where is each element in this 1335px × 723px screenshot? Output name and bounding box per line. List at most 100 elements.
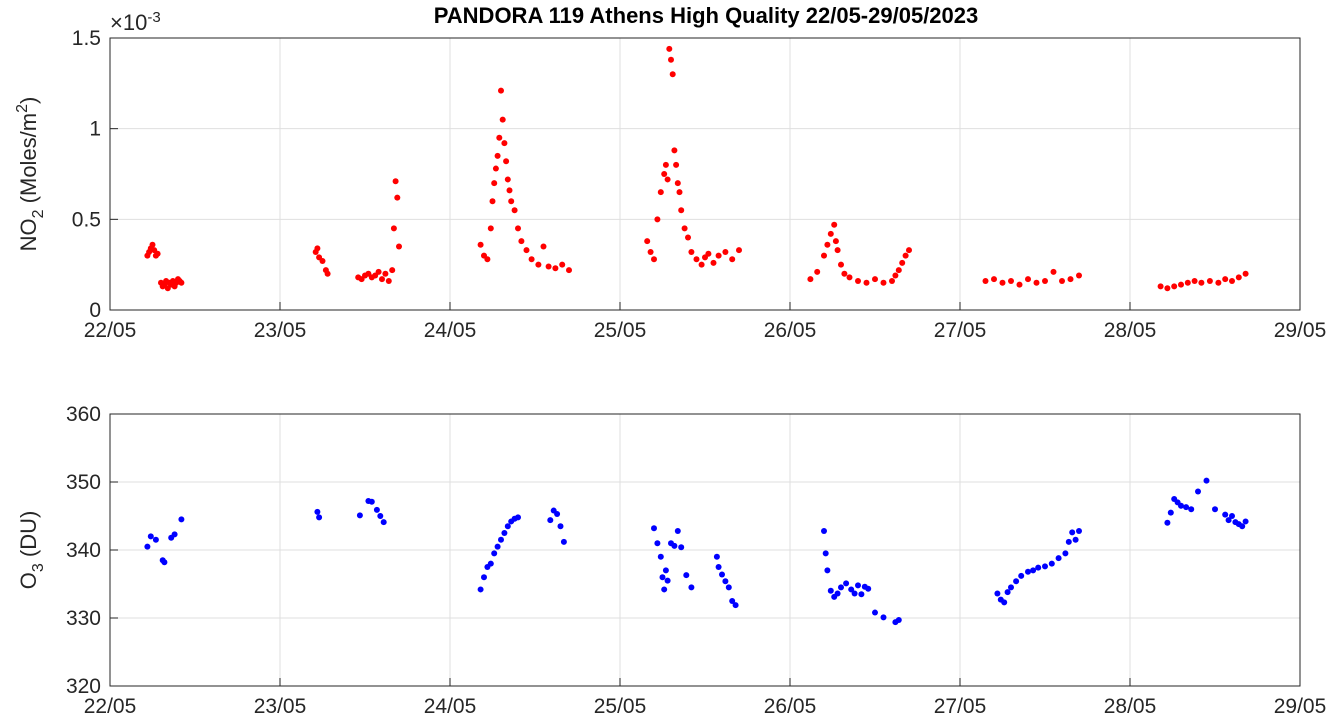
o3-data-point: [834, 590, 841, 597]
o3-data-point: [843, 580, 850, 587]
o3-xtick-label: 28/05: [1104, 695, 1157, 718]
no2-data-point: [1235, 274, 1242, 281]
o3-data-point: [657, 553, 664, 560]
no2-exponent: ×10-3: [110, 9, 161, 35]
o3-data-point: [1065, 538, 1072, 545]
o3-data-point: [654, 540, 661, 547]
o3-data-point: [498, 536, 504, 543]
no2-xtick-label: 26/05: [764, 319, 817, 342]
o3-data-point: [822, 550, 829, 557]
o3-data-point: [858, 591, 865, 598]
no2-data-point: [484, 256, 491, 263]
o3-xticks: 22/05 23/05 24/05 25/05 26/05 27/05 28/05 29/05: [84, 678, 1326, 718]
o3-data-point: [1069, 529, 1076, 536]
o3-data-point: [1229, 513, 1235, 519]
o3-ytick-label: 330: [66, 607, 101, 630]
no2-data-point: [736, 247, 742, 254]
o3-data-point: [824, 567, 831, 574]
no2-data-point: [1164, 285, 1171, 292]
o3-data-point: [872, 609, 878, 616]
no2-data-point: [666, 45, 673, 52]
no2-data-point: [693, 256, 700, 263]
o3-data-point: [865, 585, 872, 592]
o3-data-point: [688, 584, 695, 591]
o3-data-point: [1072, 536, 1079, 543]
no2-data-point: [1025, 276, 1031, 283]
no2-data-point: [654, 216, 661, 223]
o3-data-point: [1048, 560, 1055, 567]
no2-data-point: [982, 277, 989, 284]
no2-data-point: [394, 194, 401, 201]
o3-data-point: [557, 523, 564, 530]
o3-data-point: [477, 586, 484, 593]
o3-data-point: [1042, 563, 1048, 570]
no2-data-point: [382, 270, 389, 277]
o3-data-point: [664, 577, 671, 584]
no2-data-point: [662, 161, 669, 168]
no2-data-point: [834, 247, 841, 254]
o3-xtick-label: 27/05: [934, 695, 987, 718]
no2-data-point: [664, 176, 671, 183]
o3-xtick-label: 23/05: [254, 695, 307, 718]
no2-data-point: [832, 238, 839, 245]
no2-data-point: [872, 276, 878, 283]
no2-data-point: [892, 272, 899, 279]
o3-data-point: [380, 519, 387, 526]
o3-data-point: [1178, 502, 1184, 509]
no2-data-point: [722, 248, 729, 255]
o3-data-point: [487, 560, 494, 567]
no2-data-point: [523, 247, 530, 254]
no2-data-point: [566, 267, 572, 274]
o3-data-point: [1004, 589, 1011, 596]
o3-data-point: [1055, 555, 1062, 562]
no2-data-point: [511, 207, 518, 214]
no2-data-point: [999, 279, 1006, 286]
o3-data-point: [1203, 477, 1210, 484]
no2-data-point: [552, 265, 559, 272]
no2-data-point: [390, 225, 397, 232]
o3-data-point: [1030, 567, 1037, 574]
o3-xtick-label: 22/05: [84, 695, 137, 718]
no2-data-point: [528, 256, 535, 263]
o3-data-point: [1025, 568, 1031, 575]
no2-data-point: [681, 225, 688, 232]
no2-data-point: [392, 178, 399, 185]
no2-data-point: [508, 198, 515, 205]
no2-data-point: [668, 56, 674, 63]
o3-data-point: [368, 498, 375, 505]
no2-data-point: [1008, 277, 1014, 284]
no2-data-point: [494, 152, 501, 159]
no2-data-point: [489, 198, 496, 205]
o3-data-point: [1222, 511, 1229, 518]
o3-data-point: [722, 578, 729, 585]
o3-data-point: [1239, 523, 1246, 530]
no2-data-point: [698, 261, 705, 268]
no2-data-point: [1184, 279, 1191, 286]
no2-data-point: [651, 256, 657, 263]
no2-points: [144, 45, 1249, 292]
no2-data-point: [1059, 277, 1065, 284]
no2-data-point: [178, 279, 185, 286]
no2-yticks: 0 0.5 1 1.5: [72, 27, 118, 322]
no2-ylabel: NO2 (Moles/m2): [14, 97, 47, 252]
no2-data-point: [492, 165, 499, 172]
o3-yticks: 320 330 340 350 360: [66, 403, 118, 698]
o3-data-point: [171, 531, 178, 538]
no2-data-point: [385, 277, 392, 284]
o3-data-point: [147, 533, 154, 540]
no2-data-point: [710, 259, 717, 266]
no2-data-point: [846, 274, 853, 281]
o3-data-point: [1062, 550, 1069, 557]
no2-data-point: [1229, 277, 1235, 284]
no2-data-point: [838, 261, 844, 268]
o3-ylabel: O3 (DU): [16, 511, 47, 590]
o3-data-point: [678, 544, 685, 551]
no2-xtick-label: 28/05: [1104, 319, 1157, 342]
o3-data-point: [554, 510, 561, 517]
o3-data-point: [1195, 488, 1201, 495]
no2-data-point: [503, 158, 510, 165]
no2-data-point: [487, 225, 494, 232]
o3-data-point: [838, 584, 844, 591]
o3-data-point: [895, 617, 902, 624]
